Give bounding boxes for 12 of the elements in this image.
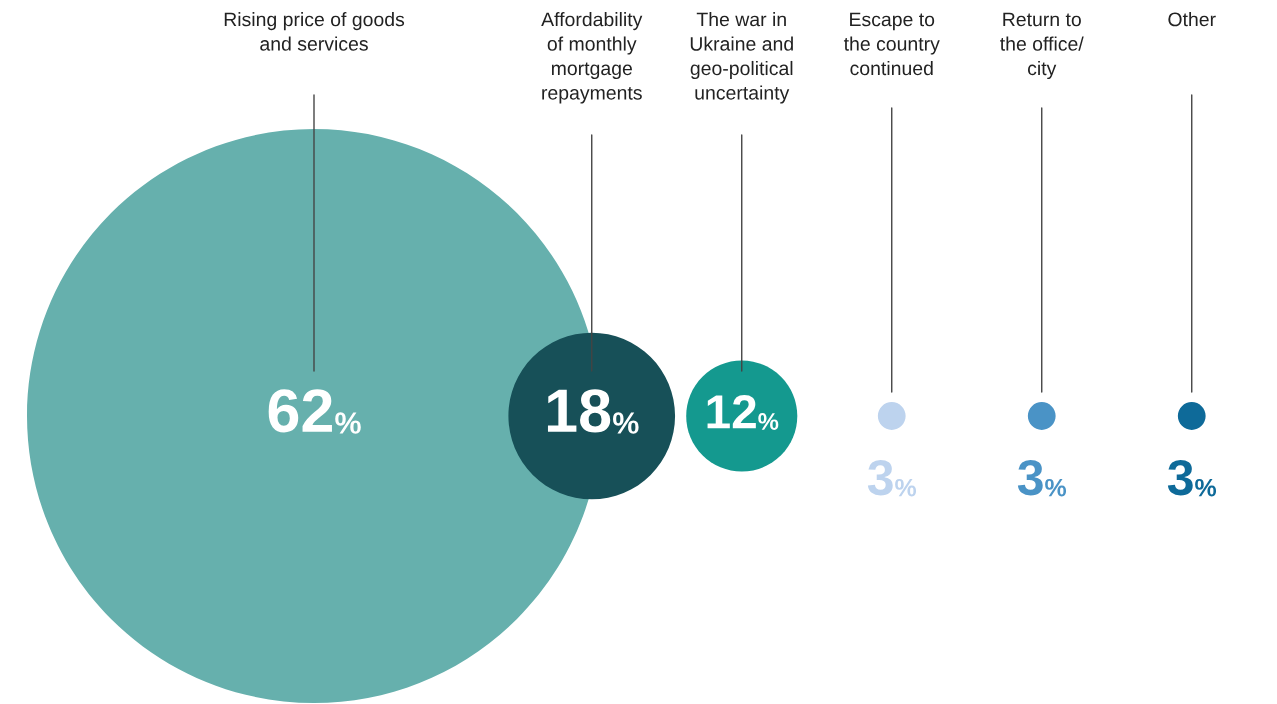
category-label: Other [1168,12,1216,27]
data-label: 18% [547,389,639,434]
category-label: Escape to the country continued [843,12,940,76]
category-label: The war in Ukraine and geo-political uncertainty [690,12,793,104]
category-label: Return to the office/ city [1000,12,1084,80]
data-label: 62% [268,389,361,434]
category-label: Affordability of monthly mortgage repayments [541,12,643,104]
data-label: 12% [707,394,779,430]
category-label: Rising price of goods and services [224,12,405,51]
data-label: 3% [867,459,917,497]
data-label: 3% [1017,459,1067,497]
data-label: 3% [1167,459,1217,497]
